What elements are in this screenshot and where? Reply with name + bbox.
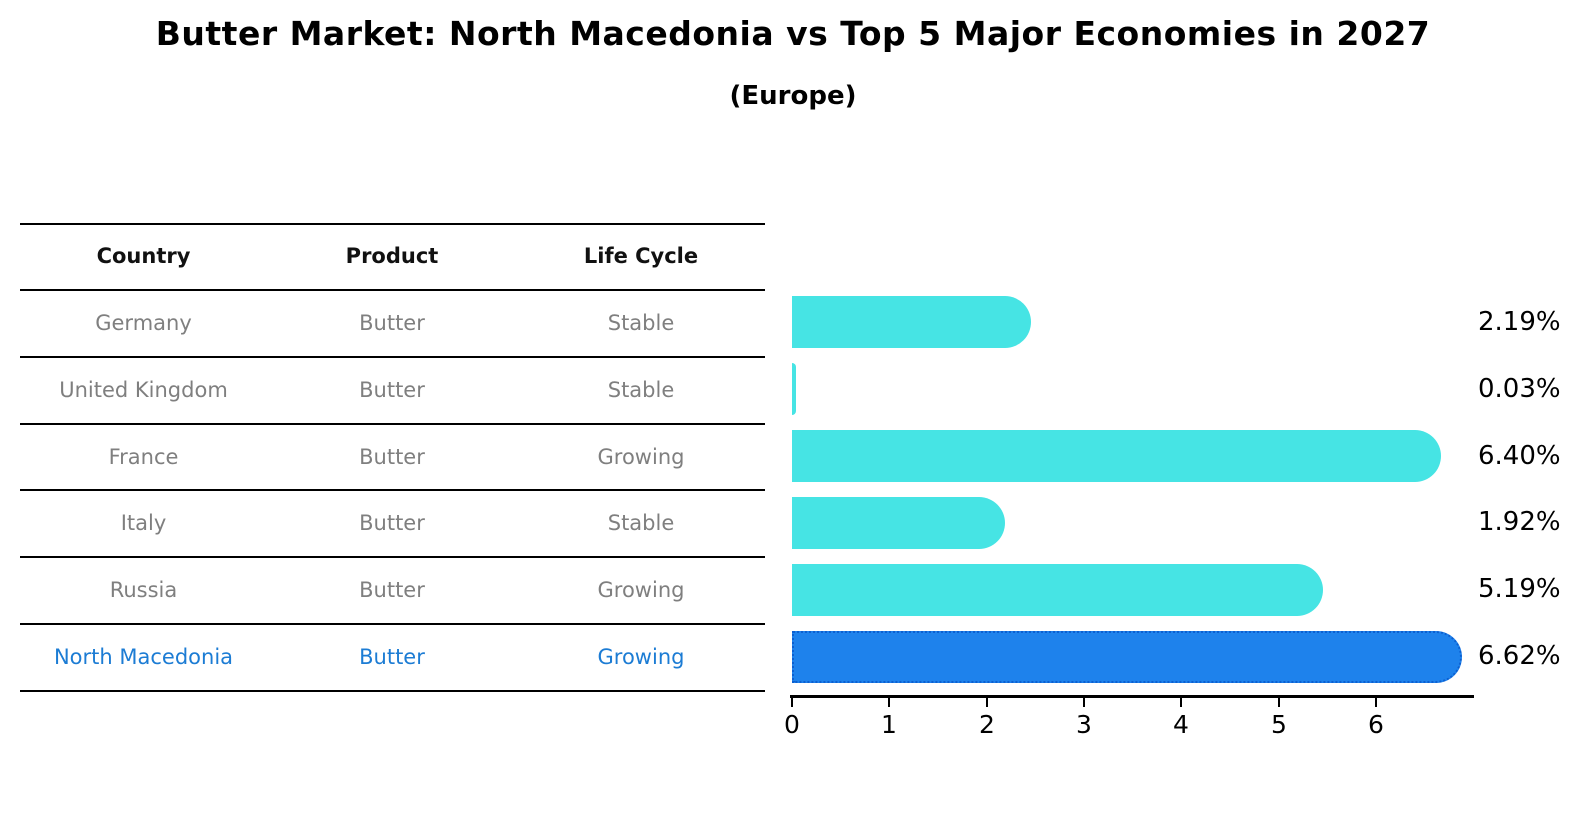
bar	[792, 497, 1005, 549]
x-axis-tick-label: 2	[979, 710, 995, 739]
cell-country: Italy	[120, 510, 167, 535]
row-separator-line	[20, 690, 765, 692]
cell-country: Germany	[95, 310, 192, 335]
x-axis-line	[790, 695, 1474, 698]
row-separator-line	[20, 356, 765, 358]
column-header-product: Product	[345, 244, 439, 268]
column-header-country: Country	[96, 244, 191, 268]
table-row: France Butter Growing	[20, 423, 765, 490]
chart-title: Butter Market: North Macedonia vs Top 5 …	[155, 14, 1431, 53]
bar-value-label: 5.19%	[1478, 574, 1561, 604]
cell-product: Butter	[359, 377, 425, 402]
cell-life-cycle: Growing	[597, 577, 685, 602]
x-axis-tick	[1278, 698, 1280, 707]
x-axis-tick-label: 4	[1173, 710, 1189, 739]
cell-life-cycle: Growing	[597, 444, 685, 469]
row-separator-line	[20, 556, 765, 558]
bar-highlighted	[792, 631, 1462, 683]
cell-product: Butter	[359, 444, 425, 469]
table-row: Germany Butter Stable	[20, 289, 765, 356]
x-axis-tick	[791, 698, 793, 707]
bar-value-label: 0.03%	[1478, 374, 1561, 404]
bar	[792, 564, 1323, 616]
cell-country: United Kingdom	[59, 377, 228, 402]
cell-product: Butter	[359, 510, 425, 535]
table-row: Italy Butter Stable	[20, 489, 765, 556]
x-axis-tick	[1375, 698, 1377, 707]
cell-product: Butter	[359, 644, 425, 669]
x-axis-tick-label: 0	[784, 710, 800, 739]
chart-subtitle: (Europe)	[729, 81, 857, 111]
cell-product: Butter	[359, 310, 425, 335]
x-axis-tick-label: 3	[1076, 710, 1092, 739]
table-row: North Macedonia Butter Growing	[20, 623, 765, 690]
bar	[792, 363, 796, 415]
cell-life-cycle: Growing	[597, 644, 685, 669]
bar	[792, 296, 1031, 348]
x-axis-tick-label: 5	[1271, 710, 1287, 739]
cell-country: France	[108, 444, 179, 469]
x-axis-tick	[888, 698, 890, 707]
cell-life-cycle: Stable	[607, 310, 675, 335]
cell-country: North Macedonia	[53, 644, 234, 669]
cell-life-cycle: Stable	[607, 377, 675, 402]
row-separator-line	[20, 289, 765, 291]
table-row: United Kingdom Butter Stable	[20, 356, 765, 423]
row-separator-line	[20, 223, 765, 225]
cell-life-cycle: Stable	[607, 510, 675, 535]
cell-product: Butter	[359, 577, 425, 602]
bar-value-label: 1.92%	[1478, 507, 1561, 537]
bar-value-label: 6.40%	[1478, 441, 1561, 471]
x-axis-tick-label: 6	[1368, 710, 1384, 739]
table-row: Russia Butter Growing	[20, 556, 765, 623]
table-header-row: Country Product Life Cycle	[20, 223, 765, 289]
row-separator-line	[20, 623, 765, 625]
bar-value-label: 6.62%	[1478, 641, 1561, 671]
row-separator-line	[20, 489, 765, 491]
bar-value-label: 2.19%	[1478, 307, 1561, 337]
x-axis-tick	[1180, 698, 1182, 707]
x-axis-tick-label: 1	[881, 710, 897, 739]
column-header-life-cycle: Life Cycle	[583, 244, 699, 268]
cell-country: Russia	[109, 577, 178, 602]
bar	[792, 430, 1441, 482]
x-axis-tick	[1083, 698, 1085, 707]
row-separator-line	[20, 423, 765, 425]
x-axis-tick	[986, 698, 988, 707]
